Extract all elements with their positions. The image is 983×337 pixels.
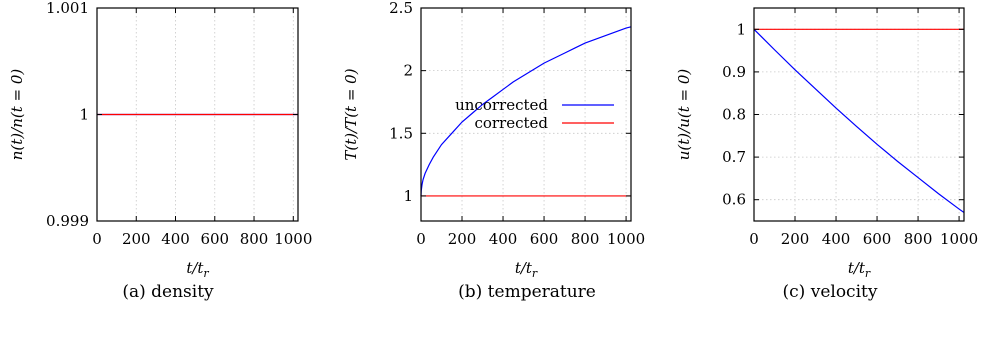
y-tick-label: 1.5 — [389, 124, 413, 142]
x-tick-label: 200 — [122, 230, 151, 248]
x-tick-label: 600 — [863, 230, 892, 248]
legend-label-uncorrected: uncorrected — [455, 96, 548, 114]
legend-label-corrected: corrected — [474, 114, 548, 132]
y-tick-label: 2.5 — [389, 0, 413, 17]
y-tick-label: 2 — [403, 62, 413, 80]
x-tick-label: 800 — [240, 230, 269, 248]
x-tick-label: 800 — [571, 230, 600, 248]
panel-1: 0 200 400 600 800 1000 0.999 1 1.001 t/tr n(t)/n(t… — [8, 0, 312, 302]
y-tick-label: 1.001 — [46, 0, 89, 17]
plot-frame — [420, 7, 632, 222]
x-tick-label: 800 — [904, 230, 933, 248]
y-tick-label: 0.8 — [722, 106, 746, 124]
y-tick-label: 1 — [79, 106, 89, 124]
subfigure-caption: (a) density — [122, 282, 214, 302]
x-tick-label: 200 — [781, 230, 810, 248]
x-axis-label: t/tr — [515, 259, 538, 280]
y-tick-label: 0.999 — [46, 212, 89, 230]
x-tick-label: 0 — [749, 230, 759, 248]
x-tick-label: 400 — [822, 230, 851, 248]
series-line-uncorrected — [420, 26, 632, 196]
x-tick-label: 400 — [489, 230, 518, 248]
subfigure-caption: (c) velocity — [783, 282, 878, 302]
x-tick-label: 1000 — [274, 230, 312, 248]
y-tick-label: 1 — [736, 20, 746, 38]
x-tick-label: 200 — [448, 230, 477, 248]
x-tick-label: 0 — [92, 230, 102, 248]
panel-3: 0 200 400 600 800 1000 0.6 0.7 0.8 0.9 1 t/tr u(t)/u… — [675, 7, 978, 302]
y-axis-label: n(t)/n(t = 0) — [8, 69, 26, 161]
x-tick-label: 1000 — [940, 230, 978, 248]
x-tick-label: 600 — [530, 230, 559, 248]
x-axis-label: t/tr — [186, 259, 209, 280]
y-axis-label: u(t)/u(t = 0) — [675, 69, 693, 161]
x-axis-label: t/tr — [848, 259, 871, 280]
series-line-series-1 — [753, 28, 965, 213]
x-tick-label: 600 — [200, 230, 229, 248]
panel-2: 0 200 400 600 800 1000 1 1.5 2 2.5 t/tr T(t)/T(t = … — [342, 0, 645, 302]
y-tick-label: 1 — [403, 187, 413, 205]
x-tick-label: 1000 — [607, 230, 645, 248]
subfigure-caption: (b) temperature — [458, 282, 596, 302]
y-tick-label: 0.6 — [722, 191, 746, 209]
y-axis-label: T(t)/T(t = 0) — [342, 68, 360, 160]
x-tick-label: 400 — [161, 230, 190, 248]
x-tick-label: 0 — [416, 230, 426, 248]
y-tick-label: 0.7 — [722, 148, 746, 166]
y-tick-label: 0.9 — [722, 63, 746, 81]
